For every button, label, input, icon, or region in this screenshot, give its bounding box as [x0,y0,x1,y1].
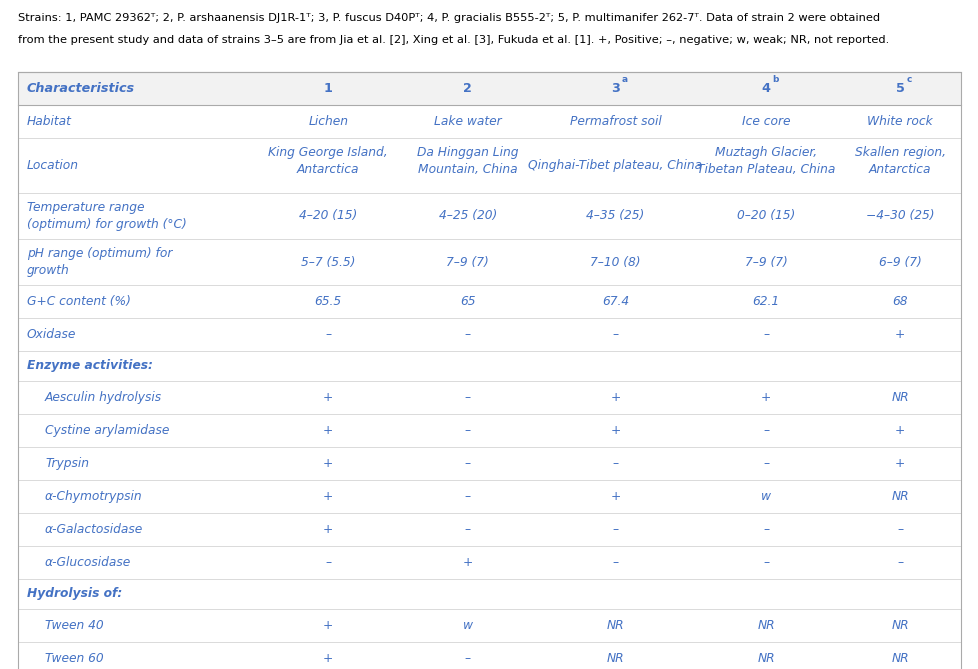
Text: a: a [621,75,627,84]
Text: b: b [772,75,778,84]
Text: NR: NR [606,619,624,632]
Text: Trypsin: Trypsin [45,457,89,470]
Text: pH range (optimum) for
growth: pH range (optimum) for growth [27,247,172,277]
Text: +: + [894,424,905,437]
Text: –: – [763,457,769,470]
Text: +: + [323,523,333,536]
Text: NR: NR [890,490,908,503]
Text: Muztagh Glacier,
Tibetan Plateau, China: Muztagh Glacier, Tibetan Plateau, China [696,146,834,176]
Text: –: – [896,556,903,569]
Text: –: – [611,523,618,536]
Text: +: + [323,652,333,665]
Text: 1: 1 [324,82,333,95]
Text: G+C content (%): G+C content (%) [27,295,131,308]
Text: Qinghai-Tibet plateau, China: Qinghai-Tibet plateau, China [528,159,702,172]
Text: c: c [906,75,911,84]
Text: –: – [465,391,470,404]
Text: Ice core: Ice core [741,115,789,128]
Text: Strains: 1, PAMC 29362ᵀ; 2, P. arshaanensis DJ1R-1ᵀ; 3, P. fuscus D40Pᵀ; 4, P. g: Strains: 1, PAMC 29362ᵀ; 2, P. arshaanen… [18,13,879,23]
Text: –: – [325,328,331,341]
Text: +: + [323,457,333,470]
Text: –: – [465,652,470,665]
Text: w: w [463,619,472,632]
Text: 5: 5 [895,82,904,95]
Text: –: – [896,523,903,536]
Text: Lake water: Lake water [433,115,501,128]
Text: King George Island,
Antarctica: King George Island, Antarctica [268,146,387,176]
Text: Characteristics: Characteristics [27,82,135,95]
Text: –: – [465,424,470,437]
Text: Skallen region,
Antarctica: Skallen region, Antarctica [854,146,945,176]
Text: w: w [761,490,771,503]
Text: NR: NR [757,619,775,632]
Text: +: + [894,328,905,341]
Text: Habitat: Habitat [27,115,71,128]
Text: Temperature range
(optimum) for growth (°C): Temperature range (optimum) for growth (… [27,201,187,231]
Text: –: – [763,523,769,536]
Text: +: + [323,490,333,503]
Text: Cystine arylamidase: Cystine arylamidase [45,424,169,437]
Text: 5–7 (5.5): 5–7 (5.5) [301,256,355,268]
Text: α-Glucosidase: α-Glucosidase [45,556,131,569]
Text: –: – [465,490,470,503]
Text: 65: 65 [460,295,475,308]
Text: Da Hinggan Ling
Mountain, China: Da Hinggan Ling Mountain, China [417,146,518,176]
Text: 4–25 (20): 4–25 (20) [438,209,497,223]
Text: White rock: White rock [867,115,932,128]
Text: –: – [465,523,470,536]
Text: +: + [609,424,620,437]
Text: 7–9 (7): 7–9 (7) [446,256,489,268]
Text: –: – [325,556,331,569]
Text: +: + [609,391,620,404]
Text: Tween 40: Tween 40 [45,619,104,632]
Text: NR: NR [890,619,908,632]
Text: 2: 2 [463,82,471,95]
Text: 6–9 (7): 6–9 (7) [878,256,920,268]
Text: 4: 4 [761,82,770,95]
Text: Oxidase: Oxidase [27,328,76,341]
Text: Location: Location [27,159,79,172]
Text: +: + [323,424,333,437]
Text: –: – [763,424,769,437]
Text: from the present study and data of strains 3–5 are from Jia et al. [2], Xing et : from the present study and data of strai… [18,35,888,45]
Text: +: + [894,457,905,470]
Text: NR: NR [757,652,775,665]
Text: α-Galactosidase: α-Galactosidase [45,523,143,536]
Text: Hydrolysis of:: Hydrolysis of: [27,587,122,601]
Text: –: – [465,328,470,341]
Text: 68: 68 [892,295,907,308]
Text: 3: 3 [610,82,619,95]
Text: 65.5: 65.5 [314,295,341,308]
Text: 62.1: 62.1 [752,295,779,308]
Text: –: – [763,556,769,569]
Text: –: – [465,457,470,470]
Text: +: + [609,490,620,503]
Text: 7–9 (7): 7–9 (7) [744,256,787,268]
Text: Aesculin hydrolysis: Aesculin hydrolysis [45,391,162,404]
Text: +: + [760,391,771,404]
Text: +: + [323,619,333,632]
Text: NR: NR [890,652,908,665]
Text: +: + [323,391,333,404]
Text: Enzyme activities:: Enzyme activities: [27,359,153,373]
Text: NR: NR [890,391,908,404]
Text: –: – [611,556,618,569]
Text: Lichen: Lichen [308,115,348,128]
Text: NR: NR [606,652,624,665]
Text: Permafrost soil: Permafrost soil [569,115,660,128]
Text: 4–35 (25): 4–35 (25) [586,209,644,223]
Text: –: – [611,328,618,341]
Text: 0–20 (15): 0–20 (15) [736,209,794,223]
Text: α-Chymotrypsin: α-Chymotrypsin [45,490,143,503]
Text: −4–30 (25): −4–30 (25) [866,209,933,223]
Text: Tween 60: Tween 60 [45,652,104,665]
Text: 7–10 (8): 7–10 (8) [590,256,640,268]
Text: –: – [611,457,618,470]
Text: 4–20 (15): 4–20 (15) [299,209,357,223]
Text: 67.4: 67.4 [601,295,628,308]
Text: +: + [463,556,472,569]
Text: –: – [763,328,769,341]
Bar [18,72,960,105]
